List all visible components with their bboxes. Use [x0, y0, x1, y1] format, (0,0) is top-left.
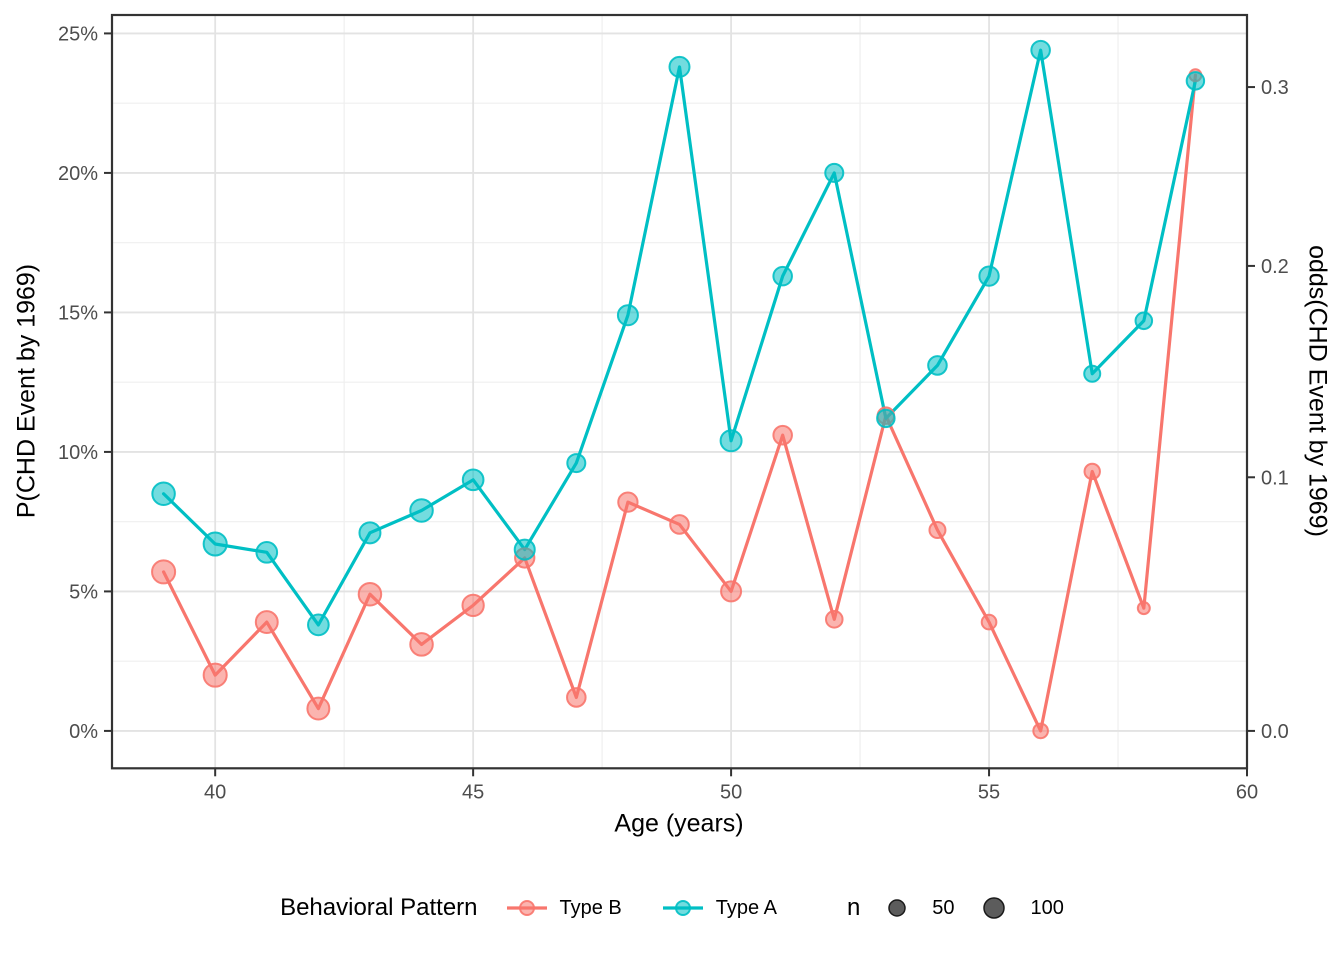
data-point — [616, 304, 639, 327]
type-a-key-dot — [674, 900, 691, 916]
data-point — [1083, 364, 1102, 383]
data-point — [409, 632, 434, 657]
y-right-tick-label: 0.1 — [1261, 467, 1289, 489]
data-point — [566, 453, 587, 474]
x-axis-title: Age (years) — [614, 809, 744, 838]
x-tick-label: 60 — [1236, 781, 1258, 803]
data-point — [307, 613, 330, 637]
data-point — [358, 521, 382, 545]
legend: Behavioral Pattern Type B Type A n 50 — [0, 893, 1344, 923]
data-point — [513, 538, 536, 561]
panel-border — [110, 13, 1249, 770]
y-right-tick-label: 0.2 — [1261, 256, 1289, 278]
data-point — [151, 559, 177, 585]
data-point — [1185, 71, 1206, 91]
data-point — [824, 162, 845, 183]
type-b-key-dot — [518, 900, 535, 916]
size-key-50-icon — [888, 899, 907, 917]
data-point — [980, 613, 998, 631]
data-point — [1134, 311, 1154, 331]
type-a-key-icon — [662, 900, 703, 916]
axis-ticks-and-labels: 40 45 50 55 60 0% 5% 10% 15% 20% 25% 0.0 0.1 0.2 0.3 — [58, 23, 1289, 803]
data-point — [772, 424, 793, 446]
legend-label-type-a: Type A — [715, 896, 777, 919]
y-right-tick-label: 0.3 — [1261, 77, 1289, 99]
y-left-tick-label: 5% — [69, 581, 98, 603]
data-point — [1032, 722, 1049, 740]
size-legend-title: n — [846, 894, 861, 921]
data-point — [409, 498, 434, 523]
data-point — [668, 55, 691, 78]
legend-item-type-b: Type B — [504, 893, 622, 923]
data-point — [461, 593, 485, 618]
panel-background — [112, 15, 1247, 769]
data-point — [927, 355, 948, 376]
series-points-type-a — [151, 39, 1206, 637]
data-point — [669, 514, 690, 535]
data-point — [772, 265, 793, 287]
x-tick-label: 55 — [978, 781, 1000, 803]
legend-label-type-b: Type B — [559, 896, 622, 919]
y-left-tick-label: 20% — [58, 163, 98, 185]
y-axis-title-right: odds(CHD Event by 1969) — [1303, 245, 1332, 537]
data-point — [978, 265, 1000, 287]
data-point — [202, 662, 228, 688]
data-point — [617, 491, 639, 513]
data-point — [151, 481, 176, 507]
data-point — [928, 521, 947, 540]
size-key-100-dot — [982, 897, 1005, 919]
type-b-key-icon — [506, 900, 547, 916]
data-point — [566, 687, 587, 708]
y-axis-title-left: P(CHD Event by 1969) — [12, 263, 41, 519]
data-point — [1083, 462, 1101, 481]
x-tick-label: 50 — [720, 781, 742, 803]
data-point — [720, 580, 743, 603]
y-left-tick-label: 10% — [58, 442, 98, 464]
size-key-100-icon — [982, 897, 1005, 919]
size-key-50-dot — [888, 899, 907, 917]
data-point — [1136, 601, 1151, 616]
data-point — [255, 541, 279, 564]
data-point — [202, 531, 228, 557]
data-point — [254, 610, 279, 635]
data-point — [357, 581, 383, 607]
data-point — [876, 408, 896, 429]
y-left-tick-label: 15% — [58, 302, 98, 324]
data-point — [306, 696, 331, 721]
x-tick-label: 45 — [462, 781, 484, 803]
x-tick-label: 40 — [204, 781, 226, 803]
legend-item-type-a: Type A — [660, 893, 777, 923]
size-label-100: 100 — [1030, 896, 1064, 919]
data-point — [1030, 39, 1051, 61]
y-right-tick-label: 0.0 — [1261, 721, 1289, 743]
data-point — [824, 610, 844, 629]
size-label-50: 50 — [932, 896, 955, 919]
y-left-tick-label: 0% — [69, 721, 98, 743]
legend-size-guide: n 50 100 — [847, 894, 1064, 922]
data-point — [461, 468, 485, 492]
y-left-tick-label: 25% — [58, 23, 98, 45]
data-point — [719, 429, 743, 453]
legend-title: Behavioral Pattern — [280, 894, 478, 921]
